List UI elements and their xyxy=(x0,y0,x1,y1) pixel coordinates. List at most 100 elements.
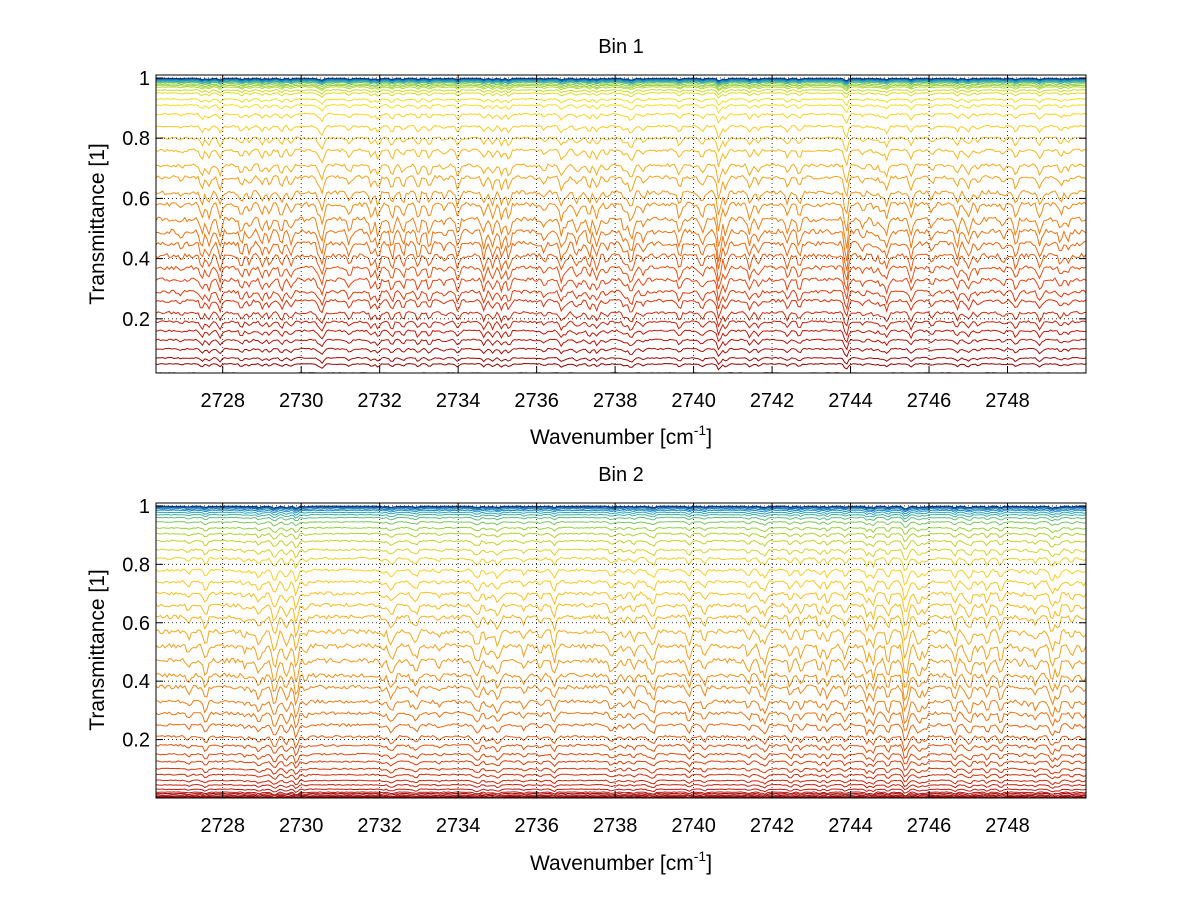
tick-layer: 2728 2730 2732 2734 2736 2738 2740 2742 2744 2746… xyxy=(122,68,1086,412)
y-tick-label: 0.2 xyxy=(122,309,150,331)
x-tick-label: 2728 xyxy=(200,390,245,412)
x-tick-label: 2736 xyxy=(514,815,559,837)
x-tick-label: 2744 xyxy=(828,390,873,412)
series-line xyxy=(155,338,1087,351)
series-line xyxy=(155,628,1087,659)
series-line xyxy=(155,362,1087,371)
series-line xyxy=(155,310,1087,328)
chart-title: Bin 2 xyxy=(598,464,644,486)
series-line xyxy=(155,548,1087,561)
series-line xyxy=(155,79,1087,84)
series-line xyxy=(156,77,1087,82)
series-line xyxy=(155,356,1087,365)
x-axis-label: Wavenumber [cm-1] xyxy=(530,422,712,449)
x-axis-label: Wavenumber [cm-1] xyxy=(530,848,712,875)
series-line xyxy=(155,509,1087,515)
series-line xyxy=(155,779,1087,788)
series-line xyxy=(156,796,1087,799)
x-tick-label: 2730 xyxy=(279,815,324,837)
series-line xyxy=(155,298,1087,320)
series-line xyxy=(155,602,1087,627)
y-axis-label: Transmittance [1] xyxy=(86,143,109,304)
series-line xyxy=(155,201,1087,232)
y-axis-label: Transmittance [1] xyxy=(86,569,109,730)
series-line xyxy=(155,556,1087,572)
plot-frame xyxy=(155,502,1087,799)
series-line xyxy=(155,81,1087,87)
x-tick-label: 2734 xyxy=(436,390,481,412)
y-tick-label: 0.6 xyxy=(122,188,150,210)
x-tick-label: 2746 xyxy=(907,390,952,412)
series-line xyxy=(155,320,1087,337)
series-line xyxy=(155,773,1087,783)
x-tick-label: 2734 xyxy=(436,815,481,837)
series-line xyxy=(155,112,1087,125)
chart-title: Bin 1 xyxy=(598,36,644,58)
x-tick-label: 2748 xyxy=(985,390,1030,412)
series-line xyxy=(155,684,1087,713)
series-line xyxy=(155,80,1087,86)
series-line xyxy=(155,89,1087,96)
x-tick-label: 2742 xyxy=(750,390,795,412)
series-line xyxy=(155,722,1087,742)
series-line xyxy=(155,347,1086,358)
series-line xyxy=(155,227,1087,263)
series-line xyxy=(156,511,1087,517)
series-line xyxy=(155,795,1087,799)
y-tick-label: 0.8 xyxy=(122,128,150,150)
series-line xyxy=(155,539,1087,550)
series-line xyxy=(155,657,1087,688)
series-line xyxy=(155,568,1087,586)
series-line xyxy=(155,252,1087,282)
plot-frame xyxy=(155,74,1087,374)
chart-bin-2: Bin 2 2728 2730 2732 2734 2736 2738 2740 2742 27… xyxy=(86,464,1087,875)
series-line xyxy=(155,792,1087,798)
y-tick-label: 1 xyxy=(139,496,150,518)
series-line xyxy=(155,614,1087,642)
x-tick-label: 2728 xyxy=(200,815,245,837)
series-line xyxy=(155,277,1087,301)
series-line xyxy=(156,97,1087,107)
x-tick-label: 2736 xyxy=(514,390,559,412)
series-line xyxy=(155,289,1087,311)
series-line xyxy=(155,508,1087,513)
x-tick-label: 2748 xyxy=(985,815,1030,837)
series-line xyxy=(155,767,1087,778)
series-line xyxy=(155,215,1087,249)
x-tick-label: 2746 xyxy=(907,815,952,837)
series-line xyxy=(156,788,1087,794)
x-tick-label: 2740 xyxy=(671,815,716,837)
series-line xyxy=(155,124,1087,140)
x-tick-label: 2732 xyxy=(357,390,402,412)
series-line xyxy=(155,520,1087,528)
series-line xyxy=(155,84,1087,91)
series-line xyxy=(155,516,1087,523)
x-tick-label: 2738 xyxy=(593,390,638,412)
series-line xyxy=(155,760,1087,771)
x-tick-label: 2732 xyxy=(357,815,402,837)
series-line xyxy=(155,794,1087,799)
series-line xyxy=(155,752,1087,765)
series-line xyxy=(155,83,1087,89)
x-tick-label: 2738 xyxy=(593,815,638,837)
y-tick-label: 0.6 xyxy=(122,613,150,635)
series-line xyxy=(155,743,1087,759)
series-line xyxy=(155,532,1087,543)
series-line xyxy=(155,734,1087,752)
series-line xyxy=(155,699,1087,725)
series-line xyxy=(155,189,1087,216)
series-line xyxy=(156,591,1087,612)
series-line xyxy=(155,791,1087,797)
series-layer xyxy=(155,505,1087,799)
x-tick-label: 2730 xyxy=(279,390,324,412)
series-line xyxy=(155,506,1087,511)
series-line xyxy=(155,136,1087,153)
y-tick-label: 0.2 xyxy=(122,730,150,752)
series-line xyxy=(155,148,1087,167)
x-tick-label: 2742 xyxy=(750,815,795,837)
grid-layer xyxy=(156,75,1086,373)
series-line xyxy=(155,174,1087,200)
x-tick-label: 2744 xyxy=(828,815,873,837)
grid-layer xyxy=(156,503,1086,798)
y-tick-label: 0.4 xyxy=(122,671,150,693)
